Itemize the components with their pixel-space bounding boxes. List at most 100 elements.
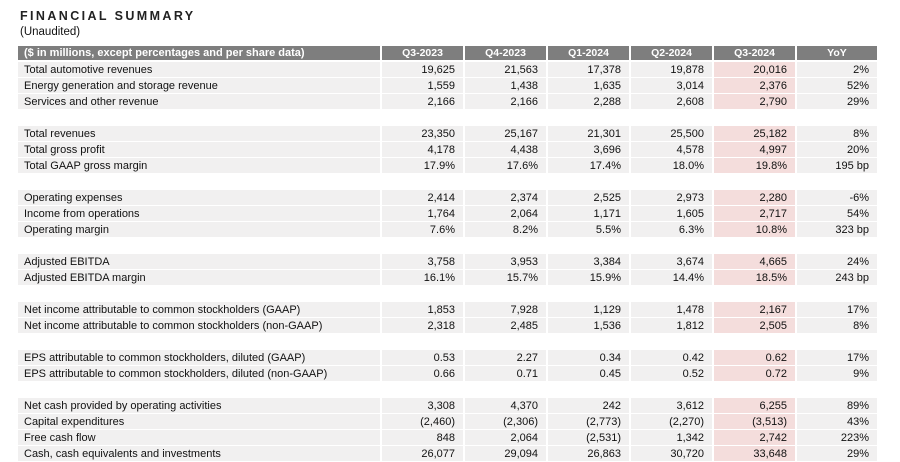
cell-value: 17% <box>797 350 879 366</box>
unaudited-note: (Unaudited) <box>20 26 81 38</box>
cell-value: 3,696 <box>548 142 631 158</box>
table-row: Energy generation and storage revenue 1,5… <box>18 78 879 94</box>
cell-value-highlighted: 19.8% <box>714 158 797 174</box>
row-label: Adjusted EBITDA <box>18 254 382 270</box>
cell-value: 8% <box>797 126 879 142</box>
cell-value-highlighted: 18.5% <box>714 270 797 286</box>
cell-value: 3,308 <box>382 398 465 414</box>
cell-value: 17.4% <box>548 158 631 174</box>
cell-value: 2% <box>797 62 879 78</box>
cell-value: 1,764 <box>382 206 465 222</box>
cell-value: 3,674 <box>631 254 714 270</box>
cell-value: 2,374 <box>465 190 548 206</box>
cell-value: 23,350 <box>382 126 465 142</box>
cell-value: 29% <box>797 446 879 462</box>
table-row: Free cash flow 848 2,064 (2,531) 1,342 2,742 2… <box>18 430 879 446</box>
cell-value: 4,370 <box>465 398 548 414</box>
row-label: Net income attributable to common stockh… <box>18 302 382 318</box>
cell-value: 89% <box>797 398 879 414</box>
cell-value: 3,953 <box>465 254 548 270</box>
cell-value: 2,485 <box>465 318 548 334</box>
cell-value: 7,928 <box>465 302 548 318</box>
cell-value-highlighted: 4,665 <box>714 254 797 270</box>
cell-value-highlighted: 2,717 <box>714 206 797 222</box>
cell-value: 0.34 <box>548 350 631 366</box>
column-header-q2-2024: Q2-2024 <box>631 46 714 62</box>
cell-value: 0.42 <box>631 350 714 366</box>
cell-value-highlighted: 20,016 <box>714 62 797 78</box>
cell-value: 2,608 <box>631 94 714 110</box>
cell-value: 25,500 <box>631 126 714 142</box>
cell-value: 0.53 <box>382 350 465 366</box>
table-row: Income from operations 1,764 2,064 1,171 1,6… <box>18 206 879 222</box>
cell-value-highlighted: 2,280 <box>714 190 797 206</box>
cell-value: 16.1% <box>382 270 465 286</box>
cell-value: 19,625 <box>382 62 465 78</box>
cell-value: (2,460) <box>382 414 465 430</box>
cell-value: 17.6% <box>465 158 548 174</box>
cell-value: 29% <box>797 94 879 110</box>
cell-value-highlighted: 25,182 <box>714 126 797 142</box>
cell-value: 4,578 <box>631 142 714 158</box>
cell-value-highlighted: 2,505 <box>714 318 797 334</box>
cell-value: 21,563 <box>465 62 548 78</box>
cell-value: 6.3% <box>631 222 714 238</box>
cell-value-highlighted: 2,167 <box>714 302 797 318</box>
cell-value: 1,605 <box>631 206 714 222</box>
cell-value: (2,270) <box>631 414 714 430</box>
cell-value-highlighted: 33,648 <box>714 446 797 462</box>
cell-value: 17,378 <box>548 62 631 78</box>
cell-value: 15.9% <box>548 270 631 286</box>
cell-value-highlighted: 6,255 <box>714 398 797 414</box>
cell-value: 2,973 <box>631 190 714 206</box>
cell-value: 1,536 <box>548 318 631 334</box>
cell-value: 223% <box>797 430 879 446</box>
table-row: Total gross profit 4,178 4,438 3,696 4,578 4,… <box>18 142 879 158</box>
cell-value: 30,720 <box>631 446 714 462</box>
cell-value-highlighted: 0.62 <box>714 350 797 366</box>
section-spacer-row <box>18 286 879 302</box>
row-label: EPS attributable to common stockholders,… <box>18 350 382 366</box>
row-label: Total automotive revenues <box>18 62 382 78</box>
table-row: Adjusted EBITDA margin 16.1% 15.7% 15.9% 14.… <box>18 270 879 286</box>
section-spacer-row <box>18 334 879 350</box>
cell-value: 54% <box>797 206 879 222</box>
cell-value: 1,129 <box>548 302 631 318</box>
row-label: Operating expenses <box>18 190 382 206</box>
row-label: Energy generation and storage revenue <box>18 78 382 94</box>
cell-value: 4,438 <box>465 142 548 158</box>
cell-value-highlighted: 2,742 <box>714 430 797 446</box>
cell-value: 24% <box>797 254 879 270</box>
table-row: Operating margin 7.6% 8.2% 5.5% 6.3% 10.8% 323… <box>18 222 879 238</box>
row-label: Net income attributable to common stockh… <box>18 318 382 334</box>
cell-value: 3,758 <box>382 254 465 270</box>
table-row: EPS attributable to common stockholders,… <box>18 350 879 366</box>
cell-value: 7.6% <box>382 222 465 238</box>
cell-value: 2,064 <box>465 206 548 222</box>
cell-value: 52% <box>797 78 879 94</box>
row-label: Total GAAP gross margin <box>18 158 382 174</box>
cell-value: 2,288 <box>548 94 631 110</box>
cell-value: 323 bp <box>797 222 879 238</box>
column-header-q3-2024: Q3-2024 <box>714 46 797 62</box>
row-label: Free cash flow <box>18 430 382 446</box>
cell-value: 2,166 <box>382 94 465 110</box>
cell-value: 1,812 <box>631 318 714 334</box>
table-row: Adjusted EBITDA 3,758 3,953 3,384 3,674 4,665… <box>18 254 879 270</box>
cell-value: 9% <box>797 366 879 382</box>
row-label: Adjusted EBITDA margin <box>18 270 382 286</box>
cell-value: 2,525 <box>548 190 631 206</box>
cell-value: (2,306) <box>465 414 548 430</box>
row-label: Services and other revenue <box>18 94 382 110</box>
cell-value: 3,014 <box>631 78 714 94</box>
row-label: EPS attributable to common stockholders,… <box>18 366 382 382</box>
financial-summary-table: ($ in millions, except percentages and p… <box>18 46 879 462</box>
section-spacer-row <box>18 238 879 254</box>
cell-value: (2,773) <box>548 414 631 430</box>
cell-value: 1,171 <box>548 206 631 222</box>
cell-value: 0.45 <box>548 366 631 382</box>
table-row: Cash, cash equivalents and investments 26… <box>18 446 879 462</box>
section-spacer-row <box>18 110 879 126</box>
cell-value: 0.71 <box>465 366 548 382</box>
row-label: Income from operations <box>18 206 382 222</box>
